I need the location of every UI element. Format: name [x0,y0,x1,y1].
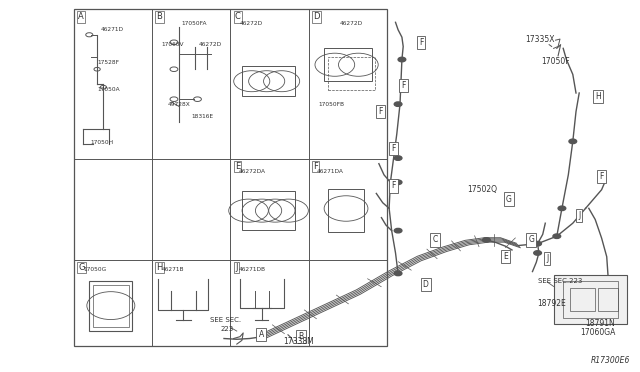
Text: 17060V: 17060V [161,42,184,47]
Circle shape [553,234,561,238]
Circle shape [394,271,402,276]
Text: J: J [578,211,580,220]
Text: 18316E: 18316E [191,114,213,119]
Text: 18792E: 18792E [538,299,566,308]
Text: H: H [596,92,601,101]
Text: 46272D: 46272D [340,21,364,26]
Text: 17050G: 17050G [83,267,106,272]
Text: D: D [422,280,429,289]
Text: G: G [528,235,534,244]
Text: 17338M: 17338M [283,337,314,346]
Text: E: E [235,162,240,171]
Text: 46271D: 46271D [101,27,124,32]
Text: 17335X: 17335X [525,35,554,44]
Text: C: C [433,235,438,244]
Bar [328,189,364,232]
Text: 46271DB: 46271DB [238,267,265,272]
Text: R17300E6: R17300E6 [591,356,630,365]
Text: D: D [314,12,320,21]
Bar [570,288,595,311]
Text: 17060GA: 17060GA [580,328,616,337]
Text: F: F [314,162,318,171]
Text: B: B [156,12,163,21]
Text: 46271B: 46271B [161,267,184,272]
Text: F: F [600,172,604,181]
Text: H: H [156,263,163,272]
Text: 17050H: 17050H [91,140,114,145]
Text: 223: 223 [221,326,234,332]
Text: F: F [401,81,405,90]
Bar [328,57,374,90]
Circle shape [534,241,541,246]
Circle shape [394,228,402,233]
Text: 17050FB: 17050FB [318,102,344,107]
Bar [90,281,132,330]
Bar [563,281,618,318]
Text: J: J [546,254,548,263]
Text: 17502Q: 17502Q [467,185,497,194]
Circle shape [394,156,402,160]
Bar [93,285,129,327]
Text: 17050A: 17050A [97,87,120,92]
Text: A: A [78,12,84,21]
Text: 46272DA: 46272DA [238,169,265,174]
Text: 17050F: 17050F [541,57,570,66]
Text: 46272D: 46272D [199,42,222,47]
Circle shape [483,238,490,242]
Bar [242,192,296,230]
Text: 17050FA: 17050FA [182,21,207,26]
Text: J: J [235,263,237,272]
Text: SEE SEC.223: SEE SEC.223 [538,278,582,284]
Text: G: G [506,195,512,203]
Circle shape [394,102,402,106]
Text: F: F [392,182,396,190]
Text: F: F [392,144,396,153]
Circle shape [534,251,541,255]
Text: 18791N: 18791N [586,319,615,328]
Circle shape [394,180,402,185]
Circle shape [569,139,577,144]
Bar [554,275,627,324]
Text: F: F [379,107,383,116]
Text: A: A [259,330,264,339]
Circle shape [558,206,566,211]
Text: SEE SEC.: SEE SEC. [210,317,241,323]
Bar [242,66,296,96]
Text: B: B [298,332,303,341]
Text: 46272D: 46272D [240,21,263,26]
Text: 46271DA: 46271DA [317,169,344,174]
Text: F: F [419,38,423,47]
Bar [74,9,387,346]
Text: 17528F: 17528F [97,60,119,65]
Text: 49728X: 49728X [168,102,191,107]
Bar [324,48,372,81]
Circle shape [398,57,406,62]
Text: E: E [503,252,508,261]
Text: G: G [78,263,84,272]
Bar [598,288,618,311]
Text: C: C [235,12,241,21]
